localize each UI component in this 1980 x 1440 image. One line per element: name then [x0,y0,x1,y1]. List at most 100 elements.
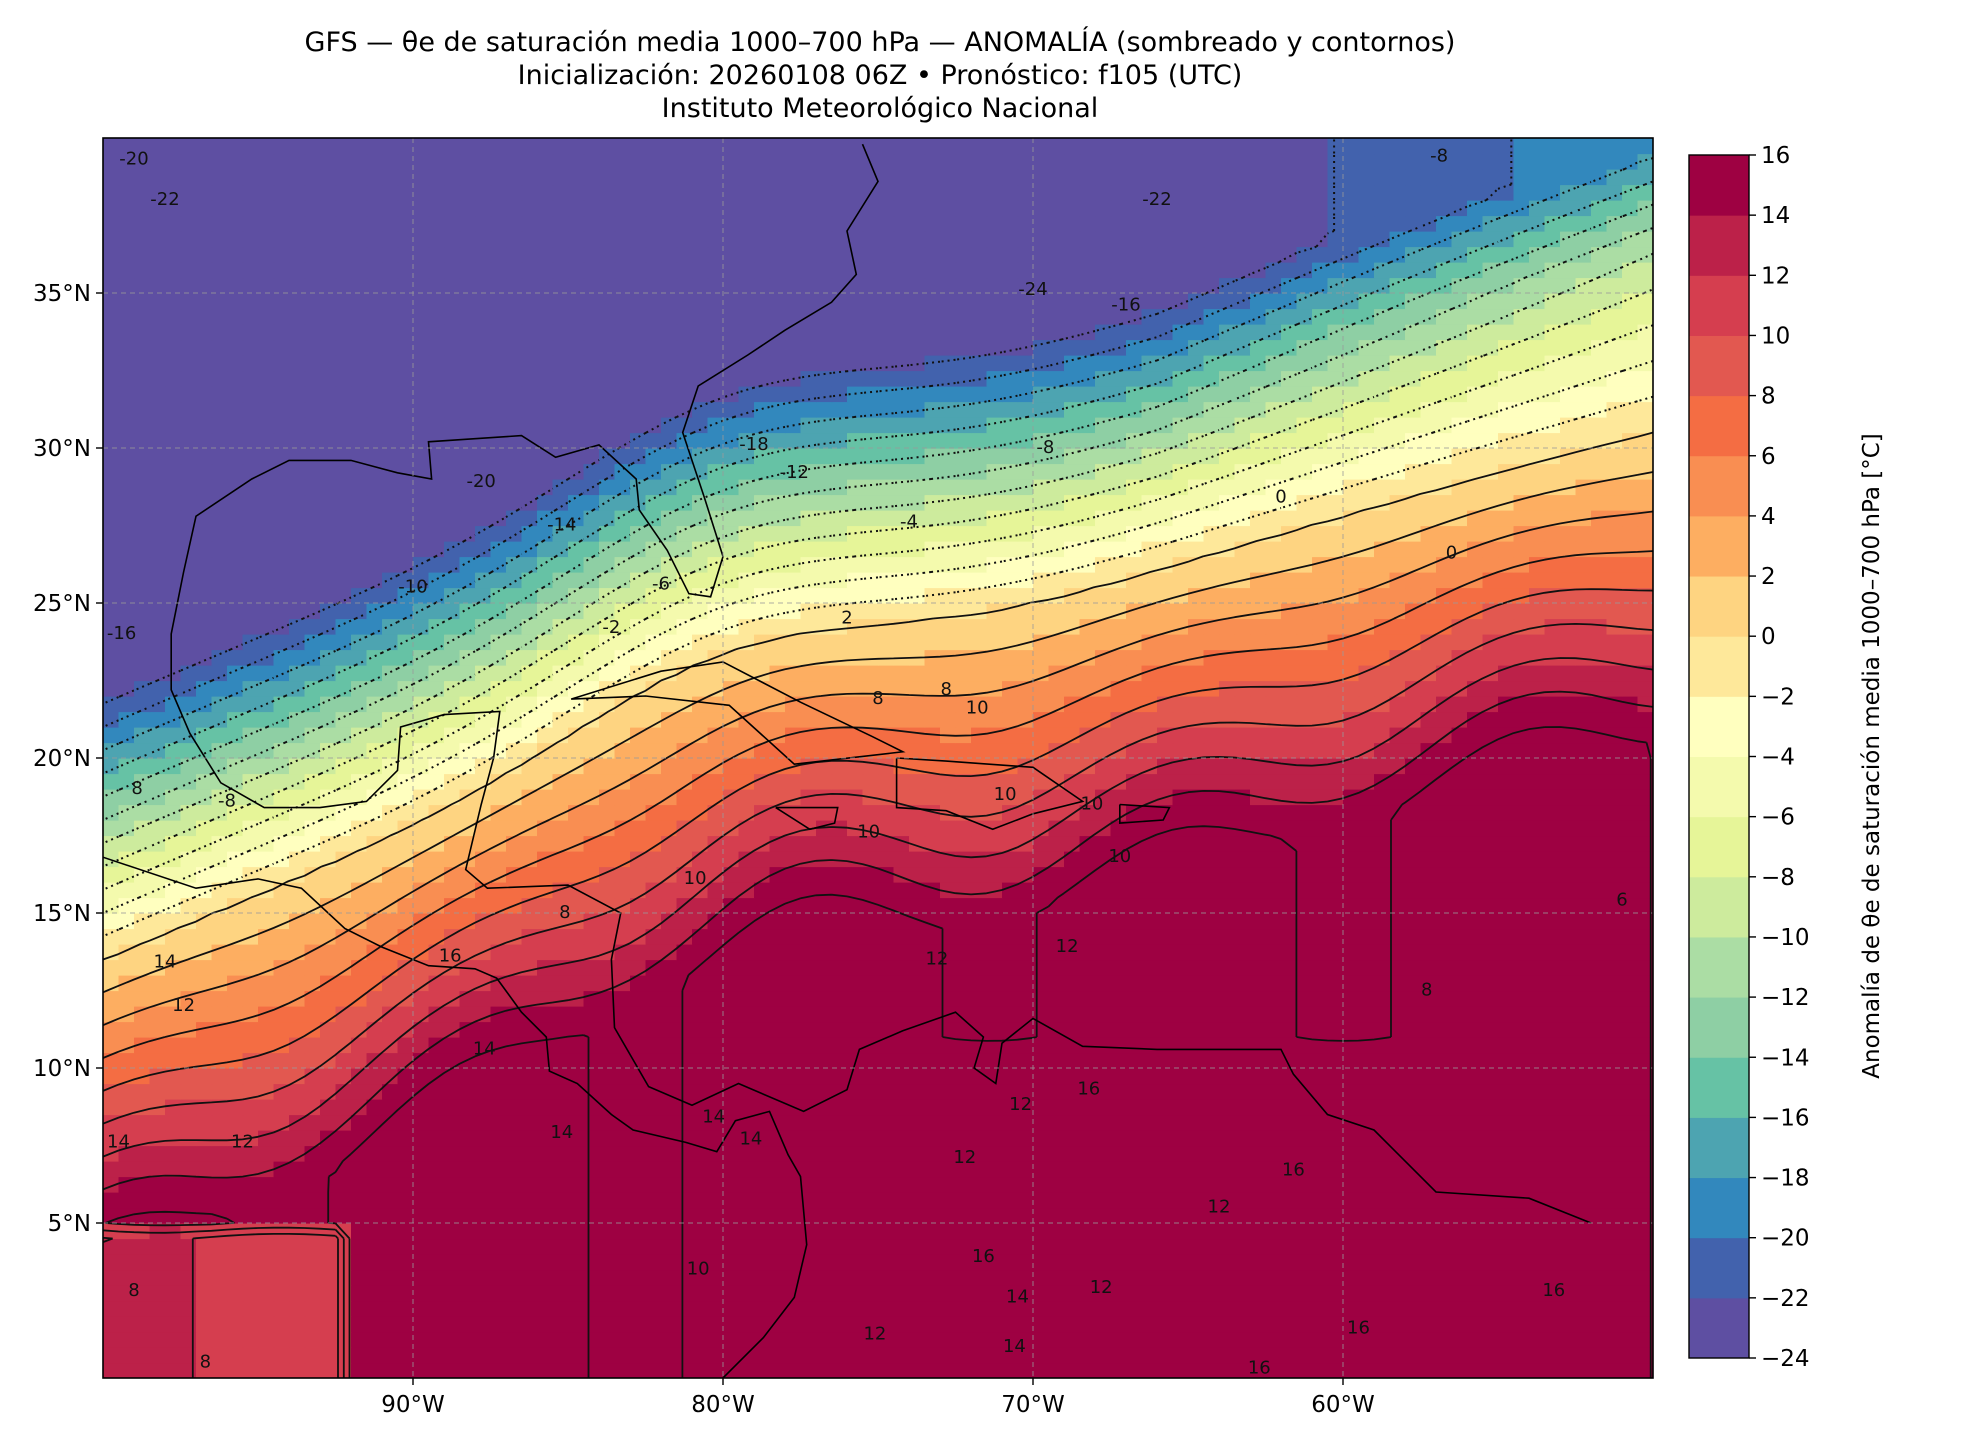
field-cell [490,1269,507,1286]
field-cell [568,618,585,635]
field-cell [196,1254,213,1271]
field-cell [800,866,817,883]
field-cell [304,851,321,868]
field-cell [537,804,554,821]
field-cell [816,1130,833,1147]
field-cell [413,1331,430,1348]
field-cell [986,1114,1003,1131]
field-cell [785,928,802,945]
field-cell [661,773,678,790]
field-cell [258,866,275,883]
field-cell [1188,1083,1205,1100]
field-cell [971,944,988,961]
field-cell [769,1254,786,1271]
field-cell [614,928,631,945]
field-cell [1079,1254,1096,1271]
field-cell [1358,1099,1375,1116]
field-cell [1203,758,1220,775]
field-cell [1312,1068,1329,1085]
field-cell [366,665,383,682]
field-cell [196,1145,213,1162]
field-cell [955,928,972,945]
field-cell [1296,866,1313,883]
field-cell [397,634,414,651]
field-cell [227,1238,244,1255]
field-cell [382,835,399,852]
field-cell [630,835,647,852]
field-cell [1250,1052,1267,1069]
field-cell [1513,649,1530,666]
field-cell [1064,711,1081,728]
field-cell [1188,835,1205,852]
field-cell [196,1006,213,1023]
field-cell [304,1161,321,1178]
field-cell [676,649,693,666]
field-cell [1110,928,1127,945]
field-cell [180,959,197,976]
field-cell [1606,897,1623,914]
field-cell [599,696,616,713]
field-cell [1529,1362,1546,1378]
field-cell [103,1099,120,1116]
field-cell [397,1037,414,1054]
field-cell [1544,975,1561,992]
field-cell [614,1285,631,1302]
field-cell [1219,959,1236,976]
field-cell [1110,835,1127,852]
field-cell [335,1083,352,1100]
field-cell [583,1331,600,1348]
field-cell [1110,1052,1127,1069]
field-cell [118,1052,135,1069]
field-cell [800,649,817,666]
field-cell [118,1083,135,1100]
field-cell [1172,1223,1189,1240]
field-cell [1482,804,1499,821]
field-cell [1250,1223,1267,1240]
field-cell [1560,1099,1577,1116]
field-cell [149,897,166,914]
field-cell [552,1021,569,1038]
field-cell [196,928,213,945]
field-cell [1017,1176,1034,1193]
field-cell [583,727,600,744]
field-cell [769,1269,786,1286]
field-cell [506,820,523,837]
field-cell [971,1052,988,1069]
field-cell [382,1285,399,1302]
field-cell [428,944,445,961]
field-cell [1637,1068,1653,1085]
field-cell [1498,990,1515,1007]
field-cell [1219,603,1236,620]
field-cell [320,1114,337,1131]
field-cell [304,603,321,620]
field-cell [273,758,290,775]
field-cell [1513,742,1530,759]
field-cell [552,603,569,620]
field-cell [227,665,244,682]
field-cell [521,618,538,635]
field-cell [816,1114,833,1131]
field-cell [289,1099,306,1116]
field-cell [242,1300,259,1317]
field-cell [1203,1006,1220,1023]
field-cell [1188,789,1205,806]
field-cell [1358,882,1375,899]
field-cell [537,1052,554,1069]
field-cell [1560,1006,1577,1023]
field-cell [1560,975,1577,992]
field-cell [1575,1331,1592,1348]
field-cell [1234,1207,1251,1224]
field-cell [1420,804,1437,821]
field-cell [785,1269,802,1286]
field-cell [1203,1223,1220,1240]
field-cell [552,1254,569,1271]
field-cell [103,773,120,790]
field-cell [909,1238,926,1255]
field-cell [1219,1331,1236,1348]
field-cell [258,1052,275,1069]
field-cell [971,1021,988,1038]
field-cell [304,990,321,1007]
field-cell [909,1037,926,1054]
field-cell [878,649,895,666]
field-cell [568,866,585,883]
